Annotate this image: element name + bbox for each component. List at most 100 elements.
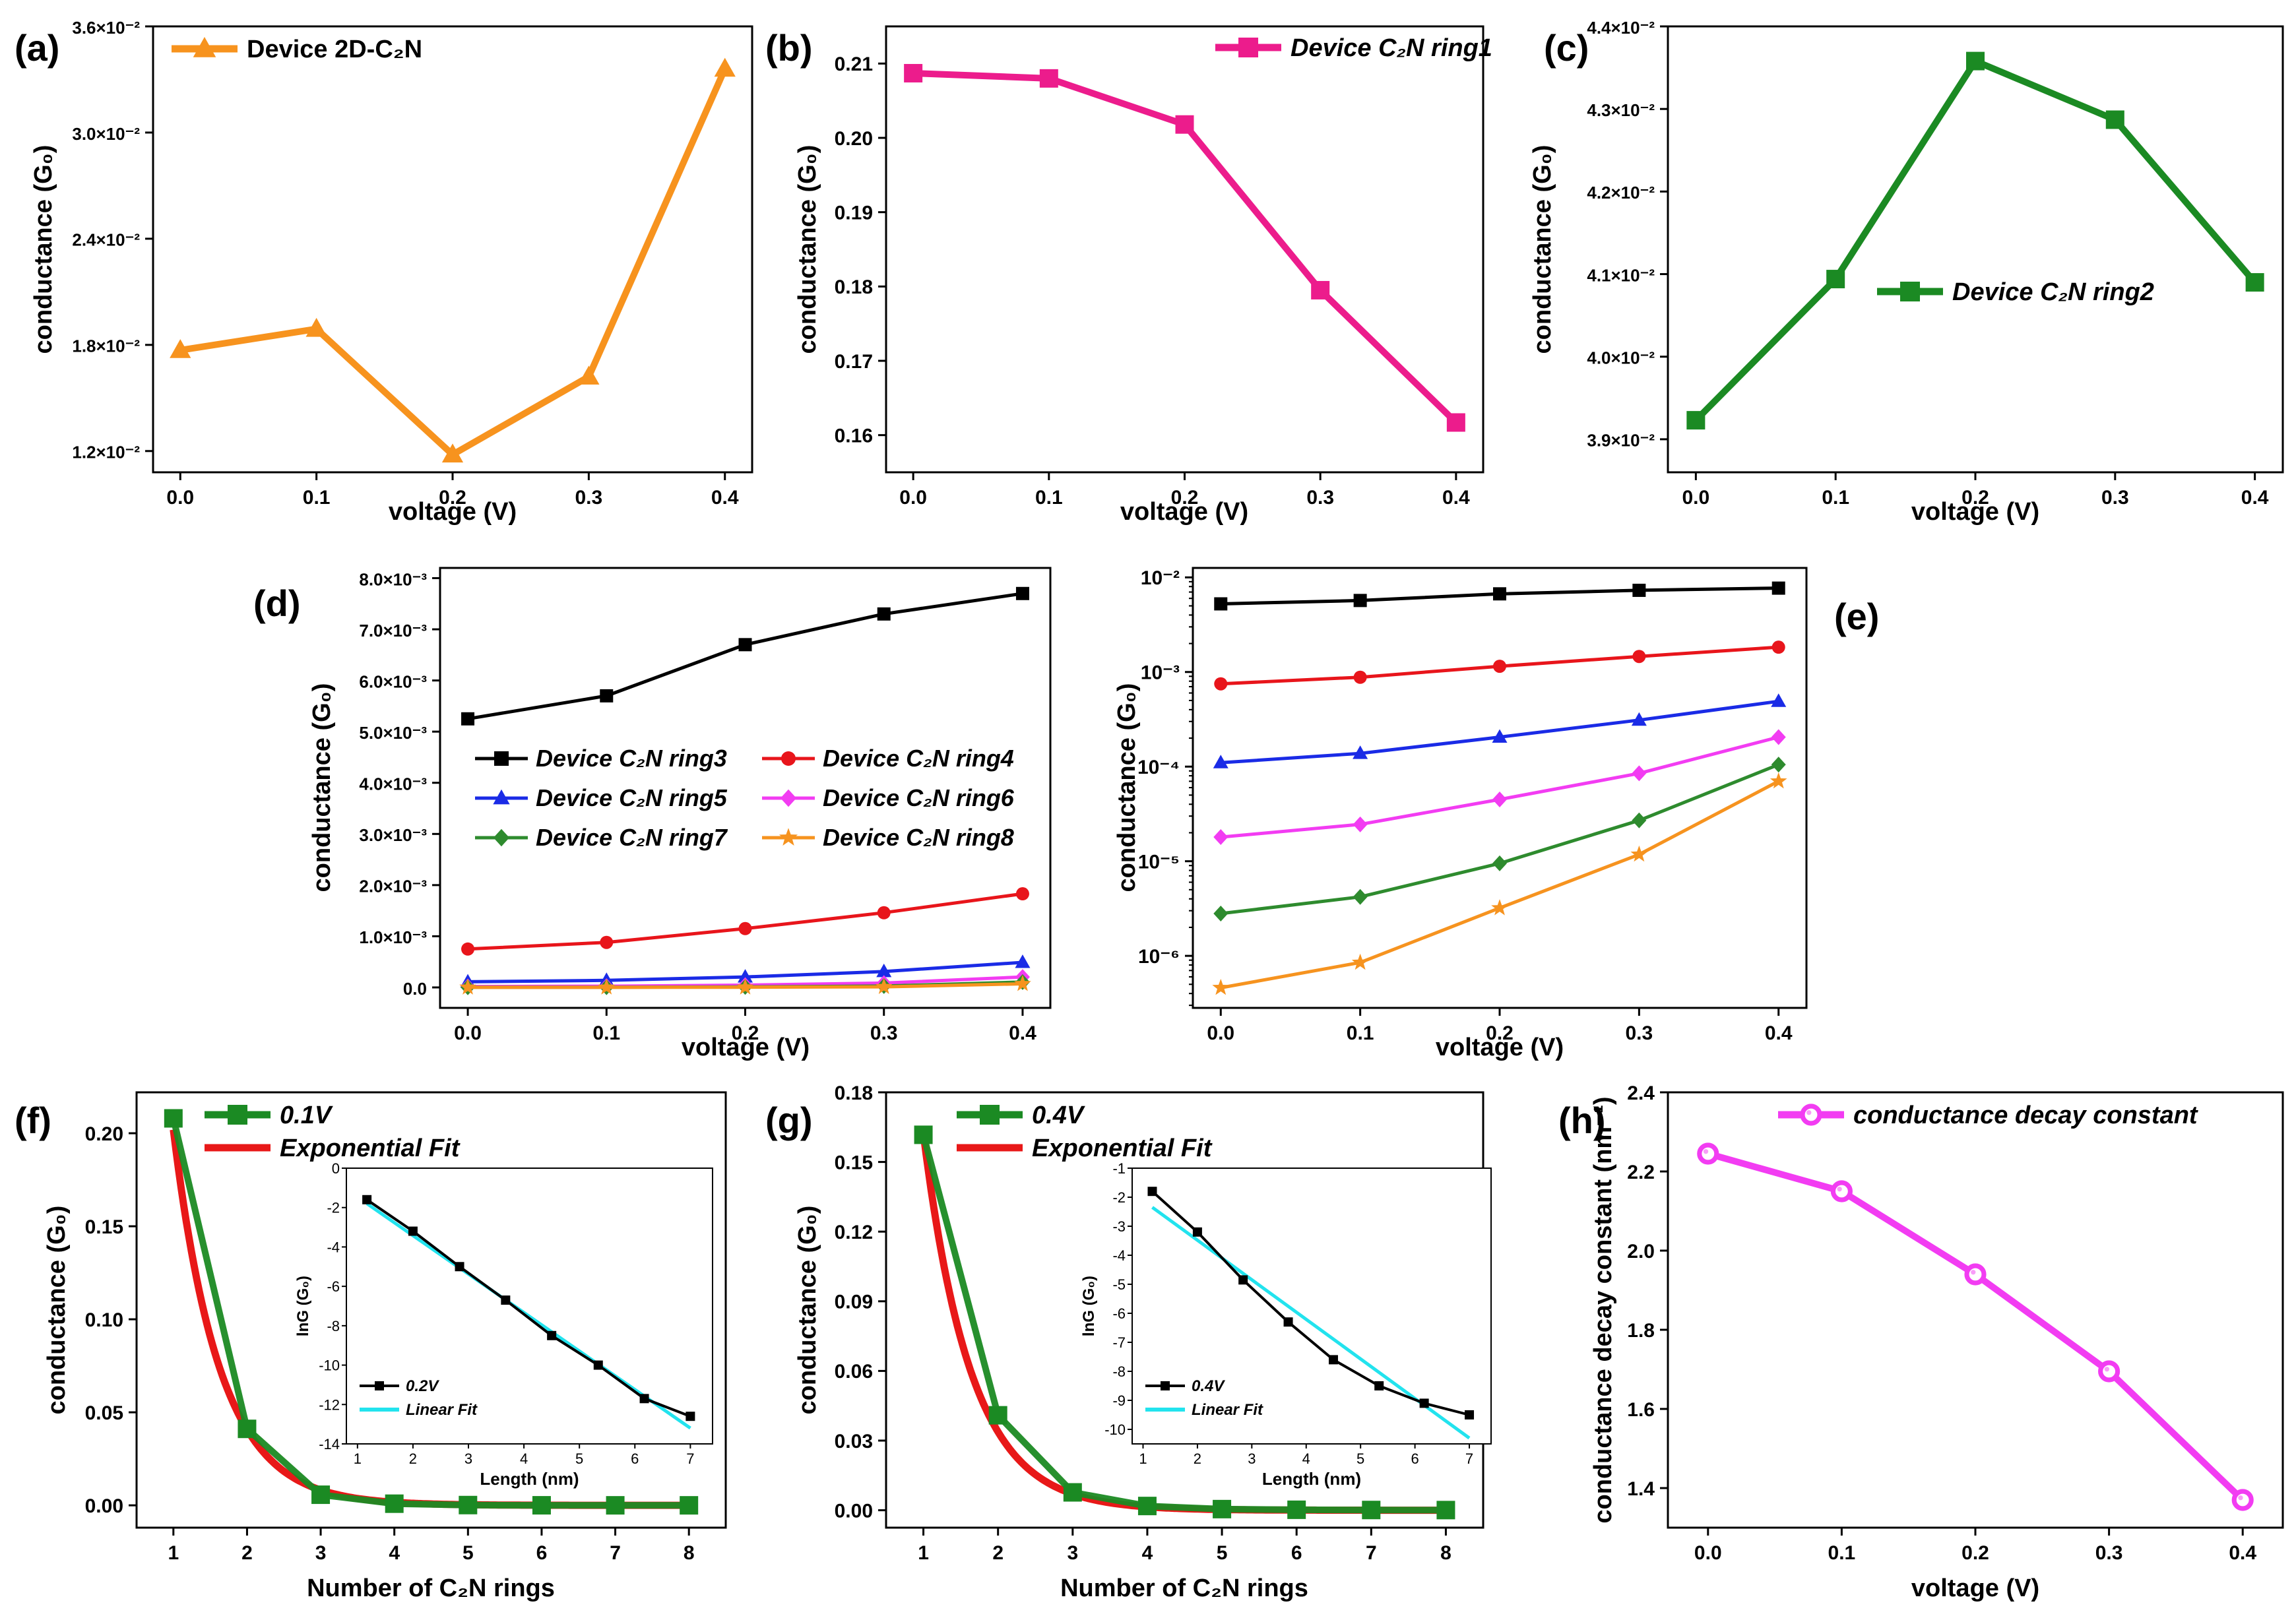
- x-tick-label: 0.1: [592, 1022, 620, 1044]
- x-tick-label: 1: [918, 1542, 929, 1564]
- x-axis-label: Number of C₂N rings: [307, 1574, 555, 1602]
- data-point: [1214, 677, 1228, 691]
- data-point: [1014, 975, 1031, 991]
- series-line: [1220, 780, 1779, 989]
- inset-y-tick-label: -12: [319, 1396, 340, 1413]
- inset-y-tick-label: -2: [327, 1200, 340, 1216]
- legend-label: Device C₂N ring2: [1952, 278, 2154, 306]
- series-line: [170, 1117, 689, 1509]
- legend-item: Device C₂N ring7: [475, 824, 728, 851]
- x-tick-label: 0.1: [1347, 1022, 1374, 1044]
- inset-series-line: [1151, 1190, 1470, 1416]
- y-tick-label: 0.17: [835, 351, 873, 373]
- panel-h: 0.0 0.1 0.2 0.3 0.4 1.4 1.6 1.8 2.0 2.2 2.4 (h) volt…: [1558, 1082, 2284, 1602]
- x-tick-label: 8: [684, 1542, 695, 1564]
- series-line: [1221, 763, 1779, 916]
- data-point: [598, 978, 616, 995]
- legend-label: Exponential Fit: [1032, 1135, 1213, 1162]
- legend-label: conductance decay constant: [1853, 1102, 2198, 1129]
- inset-x-tick-label: 3: [464, 1450, 472, 1467]
- x-axis-label: voltage (V): [682, 1034, 810, 1061]
- data-point: [738, 969, 753, 983]
- data-point: [1015, 954, 1031, 968]
- inset-data-point: [501, 1295, 511, 1305]
- y-tick-label: 4.0×10⁻³: [359, 774, 427, 794]
- legend-item: Device C₂N ring8: [762, 824, 1014, 851]
- legend-marker: [193, 37, 216, 57]
- data-point: [1771, 581, 1785, 595]
- data-point: [1175, 115, 1194, 134]
- inset-x-tick-label: 4: [1302, 1450, 1310, 1467]
- data-point: [1063, 1483, 1082, 1502]
- panel-label: (d): [253, 582, 301, 624]
- data-point: [164, 1109, 183, 1128]
- x-axis-label: Number of C₂N rings: [1060, 1574, 1308, 1602]
- inset-x-tick-label: 7: [1465, 1450, 1473, 1467]
- legend-item: 0.4V: [957, 1102, 1085, 1129]
- data-point: [1287, 1500, 1306, 1519]
- inset-data-point: [593, 1360, 603, 1370]
- data-point: [1492, 729, 1508, 743]
- data-point: [876, 963, 892, 978]
- data-point: [1770, 772, 1787, 789]
- data-point: [1446, 413, 1465, 432]
- data-point: [305, 317, 327, 337]
- x-tick-label: 8: [1440, 1542, 1451, 1564]
- inset-x-tick-label: 6: [1411, 1450, 1419, 1467]
- inset-y-tick-label: -6: [327, 1278, 340, 1295]
- y-tick-label: 2.0×10⁻³: [359, 877, 427, 896]
- inset-data-point: [547, 1330, 557, 1340]
- x-tick-label: 0.1: [1035, 487, 1063, 509]
- data-point: [1771, 757, 1786, 773]
- data-point: [988, 1406, 1007, 1425]
- inset-y-tick-label: -8: [1112, 1363, 1126, 1380]
- y-tick-label: 0.06: [835, 1361, 873, 1383]
- data-point: [532, 1496, 551, 1515]
- data-point: [1353, 888, 1368, 905]
- x-tick-label: 5: [462, 1542, 474, 1564]
- y-tick-label: 4.4×10⁻²: [1587, 18, 1655, 38]
- panel-label: (h): [1558, 1100, 1606, 1141]
- y-tick-label: 4.0×10⁻²: [1587, 348, 1655, 368]
- inset-y-axis-label: lnG (G₀): [294, 1276, 312, 1336]
- x-tick-label: 0.4: [2229, 1542, 2256, 1564]
- inset-y-tick-label: -5: [1112, 1276, 1126, 1293]
- inset-legend-label: 0.2V: [406, 1377, 439, 1395]
- data-point: [1039, 69, 1058, 88]
- y-tick-label: 0.20: [835, 128, 873, 150]
- data-point: [875, 978, 893, 994]
- x-tick-label: 1: [168, 1542, 179, 1564]
- inset-x-tick-label: 1: [1139, 1450, 1147, 1467]
- y-tick-label: 4.3×10⁻²: [1587, 100, 1655, 120]
- x-tick-label: 4: [1142, 1542, 1153, 1564]
- x-axis-label: voltage (V): [1120, 498, 1248, 526]
- legend-item: conductance decay constant: [1778, 1102, 2198, 1129]
- data-point: [914, 1125, 933, 1144]
- legend-item: Exponential Fit: [205, 1135, 461, 1162]
- x-axis-label: voltage (V): [389, 498, 517, 526]
- legend-label: Device C₂N ring8: [823, 824, 1014, 851]
- data-point: [1213, 1499, 1232, 1518]
- x-tick-label: 0.1: [1828, 1542, 1856, 1564]
- data-point: [459, 1495, 478, 1514]
- y-axis-label: conductance (G₀): [308, 683, 336, 892]
- y-tick-label: 4.2×10⁻²: [1587, 183, 1655, 202]
- data-point: [1015, 887, 1029, 901]
- legend-label: Device C₂N ring4: [823, 745, 1014, 772]
- panel-d: 0.0 0.1 0.2 0.3 0.4 0.0 1.0×10⁻³ 2.0×10⁻³ 3.0×10…: [253, 567, 1052, 1061]
- x-tick-label: 0.3: [1306, 487, 1334, 509]
- data-point: [1213, 755, 1228, 768]
- legend-label: Device C₂N ring6: [823, 784, 1015, 811]
- inset-y-tick-label: -8: [327, 1318, 340, 1334]
- legend-item: Device C₂N ring3: [475, 745, 727, 772]
- inset-x-axis-label: Length (nm): [1262, 1469, 1361, 1489]
- y-tick-label: 1.0×10⁻³: [359, 927, 427, 947]
- legend-item: Device C₂N ring4: [762, 745, 1014, 772]
- data-point: [1493, 660, 1506, 673]
- data-point: [606, 1496, 625, 1515]
- axes-frame: [885, 25, 1484, 474]
- data-point: [459, 978, 476, 995]
- inset-data-point: [408, 1226, 418, 1236]
- x-tick-label: 0.2: [1171, 487, 1199, 509]
- inset-x-tick-label: 7: [686, 1450, 694, 1467]
